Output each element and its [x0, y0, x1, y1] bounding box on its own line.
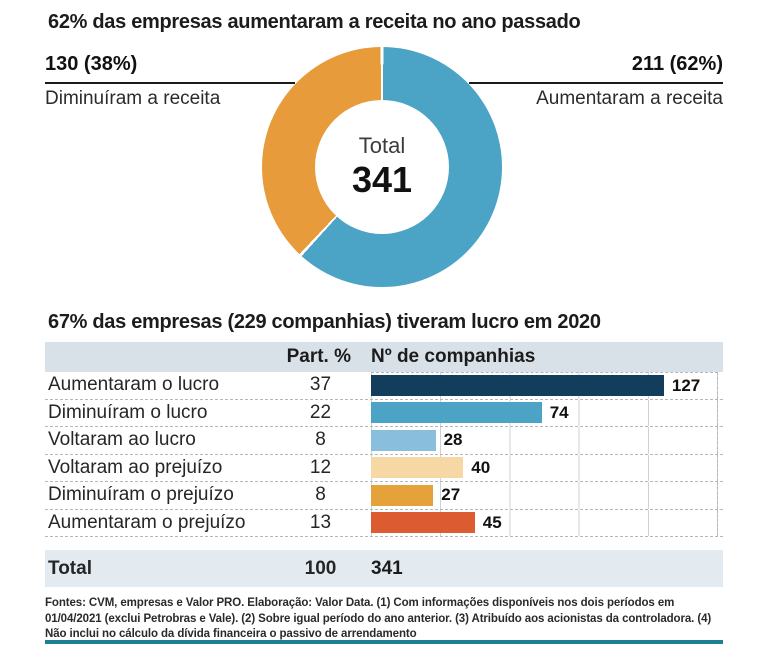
header-num-companies: Nº de companhias: [371, 346, 536, 367]
bar-aumentaram-lucro: [371, 375, 664, 397]
section1-title: 62% das empresas aumentaram a receita no…: [48, 11, 581, 33]
total-label: Total: [48, 557, 92, 579]
bar-cell: 40: [371, 454, 718, 481]
callout-increased-label: Aumentaram a receita: [536, 88, 723, 109]
row-part-pct: 37: [309, 374, 332, 396]
donut-center: Total 341: [315, 100, 449, 234]
bar-value: 127: [671, 375, 701, 395]
source-footnote: Fontes: CVM, empresas e Valor PRO. Elabo…: [45, 597, 712, 641]
table-row: Aumentaram o lucro 37 127: [45, 372, 723, 400]
row-label: Aumentaram o lucro: [48, 374, 220, 396]
callout-decreased-revenue: 130 (38%) Diminuíram a receita: [45, 52, 295, 110]
table-row: Aumentaram o prejuízo 13 45: [45, 509, 723, 537]
row-part-pct: 13: [309, 511, 332, 533]
row-part-pct: 8: [315, 484, 326, 506]
bar-value: 45: [482, 512, 502, 532]
row-label: Diminuíram o prejuízo: [48, 484, 234, 506]
header-part-pct: Part. %: [286, 346, 351, 367]
row-label: Diminuíram o lucro: [48, 401, 208, 423]
table-row: Voltaram ao lucro 8 28: [45, 427, 723, 455]
bar-value: 27: [441, 485, 461, 505]
total-companies: 341: [371, 557, 403, 579]
callout-decreased-label: Diminuíram a receita: [45, 88, 221, 109]
bar-cell: 27: [371, 482, 718, 509]
callout-left-leader-line: [45, 82, 295, 84]
profit-table: Part. % Nº de companhias Aumentaram o lu…: [45, 342, 723, 587]
row-label: Aumentaram o prejuízo: [48, 511, 246, 533]
row-part-pct: 12: [309, 456, 332, 478]
bar-diminuiram-lucro: [371, 402, 542, 424]
bar-cell: 127: [371, 372, 718, 399]
table-header: Part. % Nº de companhias: [45, 342, 723, 372]
callout-right-leader-line: [469, 82, 723, 84]
bar-voltaram-lucro: [371, 429, 436, 451]
callout-increased-revenue: 211 (62%) Aumentaram a receita: [469, 52, 723, 110]
bar-cell: 45: [371, 509, 718, 536]
row-label: Voltaram ao prejuízo: [48, 456, 223, 478]
bar-value: 40: [471, 457, 491, 477]
bottom-rule: [45, 640, 723, 644]
bar-cell: 74: [371, 399, 718, 426]
table-row: Diminuíram o lucro 22 74: [45, 399, 723, 427]
section2-title: 67% das empresas (229 companhias) tivera…: [48, 311, 601, 333]
total-part-pct: 100: [304, 557, 337, 579]
donut-total-value: 341: [351, 159, 413, 201]
callout-decreased-value: 130 (38%): [45, 53, 138, 75]
donut-total-label: Total: [358, 133, 406, 159]
bar-aumentaram-prejuizo: [371, 512, 475, 534]
row-part-pct: 22: [309, 401, 332, 423]
donut-chart: Total 341: [262, 47, 502, 287]
bar-diminuiram-prejuizo: [371, 484, 434, 506]
bar-value: 74: [549, 402, 569, 422]
callout-increased-value: 211 (62%): [631, 53, 723, 75]
table-row: Diminuíram o prejuízo 8 27: [45, 482, 723, 510]
bar-value: 28: [443, 430, 463, 450]
table-total-row: Total 100 341: [45, 550, 723, 587]
row-part-pct: 8: [315, 429, 326, 451]
table-row: Voltaram ao prejuízo 12 40: [45, 454, 723, 482]
bar-voltaram-prejuizo: [371, 457, 464, 479]
row-label: Voltaram ao lucro: [48, 429, 196, 451]
bar-cell: 28: [371, 427, 718, 454]
